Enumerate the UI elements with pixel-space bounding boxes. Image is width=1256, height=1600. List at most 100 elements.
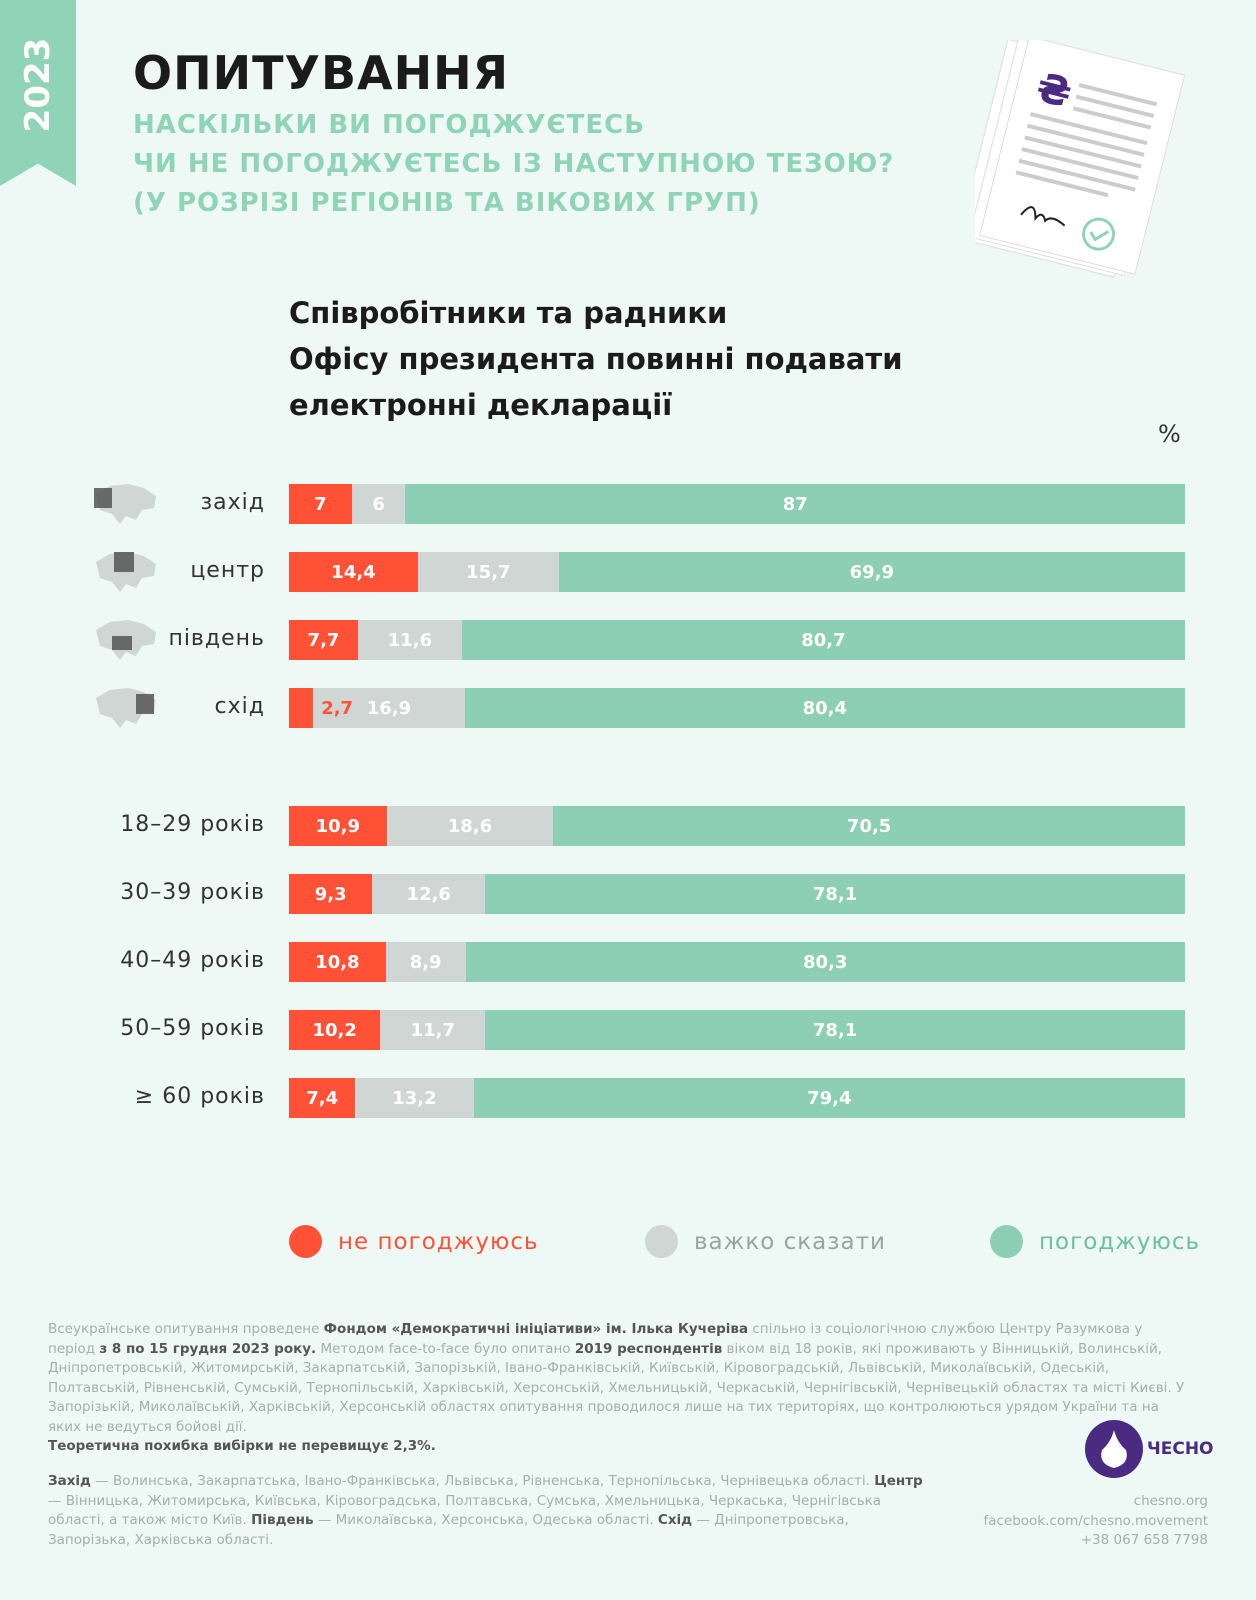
error-margin-note: Теоретична похибка вибірки не перевищує … [48, 1438, 436, 1454]
garlic-logo-icon [1085, 1420, 1143, 1478]
chart-title: Співробітники та радники Офісу президент… [289, 290, 903, 428]
legend-swatch [289, 1225, 322, 1258]
data-label: 87 [782, 493, 808, 515]
bar-segment: 12,6 [372, 874, 486, 914]
data-label: 7,4 [306, 1087, 339, 1109]
bar-segment: 78,1 [485, 1010, 1185, 1050]
bar-segment: 69,9 [558, 552, 1185, 592]
data-label: 7,7 [307, 629, 340, 651]
category-label: 40–49 років [120, 948, 265, 973]
category-label: 18–29 років [120, 812, 265, 837]
category-label: захід [200, 490, 265, 515]
ukraine-map-icon [96, 688, 156, 728]
bar-row: 2,7 16,9 80,4 [289, 688, 1185, 728]
bar-row: 10,2 11,7 78,1 [289, 1010, 1185, 1050]
data-label: 11,6 [387, 629, 433, 651]
bar-segment: 11,7 [380, 1010, 486, 1050]
data-label: 11,7 [410, 1019, 456, 1041]
category-label: схід [214, 694, 265, 719]
bar-row: 7,4 13,2 79,4 [289, 1078, 1185, 1118]
legend-swatch [645, 1225, 678, 1258]
bar-segment: 6 [351, 484, 406, 524]
category-label: ≥ 60 років [134, 1084, 265, 1109]
bar-row: 10,9 18,6 70,5 [289, 806, 1185, 846]
chart-title-line: Співробітники та радники [289, 296, 728, 330]
data-label: 78,1 [812, 883, 858, 905]
bar-segment: 78,1 [485, 874, 1185, 914]
subtitle-line: ЧИ НЕ ПОГОДЖУЄТЕСЬ ІЗ НАСТУПНОЮ ТЕЗОЮ? [133, 149, 895, 179]
year-label: 2023 [18, 37, 58, 133]
unit-label: % [1158, 420, 1181, 448]
subtitle-line: (У РОЗРІЗІ РЕГІОНІВ ТА ВІКОВИХ ГРУП) [133, 188, 761, 218]
data-label: 69,9 [849, 561, 895, 583]
bar-segment: 10,2 [289, 1010, 381, 1050]
bold-text: Фондом «Демократичні ініціативи» ім. Іль… [323, 1321, 749, 1337]
bar-segment: 11,6 [357, 620, 462, 660]
legend-swatch [990, 1225, 1023, 1258]
page-title: ОПИТУВАННЯ [133, 46, 510, 100]
year-ribbon: 2023 [0, 0, 76, 186]
facebook-link[interactable]: facebook.com/chesno.movement [983, 1512, 1208, 1529]
bar-segment: 9,3 [289, 874, 373, 914]
bar-segment: 18,6 [386, 806, 554, 846]
bar-segment: 7,4 [289, 1078, 356, 1118]
bar-segment: 80,3 [465, 942, 1185, 982]
data-label: 12,6 [406, 883, 451, 905]
bold-text: Центр [874, 1473, 923, 1489]
bold-text: Схід [657, 1512, 693, 1528]
bar-segment: 79,4 [473, 1078, 1185, 1118]
data-label: 9,3 [314, 883, 347, 905]
bar-row: 7 6 87 [289, 484, 1185, 524]
bar-row: 10,8 8,9 80,3 [289, 942, 1185, 982]
contacts: chesno.org facebook.com/chesno.movement … [983, 1492, 1208, 1551]
text: віком від 18 років, які проживають у Він… [48, 1340, 1185, 1435]
category-label: 50–59 років [120, 1016, 265, 1041]
text: — Дніпропетровська, Запорізька, Харківсь… [48, 1512, 849, 1548]
phone-number: +38 067 658 7798 [1080, 1532, 1208, 1548]
site-link[interactable]: chesno.org [1133, 1493, 1208, 1509]
document-illustration-icon: ₴ [975, 40, 1186, 278]
text: спільно із соціологічною службою Центру … [48, 1321, 1143, 1357]
data-label: 8,9 [409, 951, 442, 973]
category-label: південь [168, 626, 265, 651]
legend-item: важко сказати [645, 1225, 886, 1258]
bold-text: Захід [48, 1473, 91, 1489]
data-label: 10,9 [315, 815, 361, 837]
text: — Вінницька, Житомирська, Київська, Кіро… [48, 1492, 882, 1529]
data-label: 7 [314, 493, 327, 515]
bar-segment: 10,9 [289, 806, 387, 846]
bold-text: 2019 респондентів [574, 1340, 723, 1357]
subtitle: НАСКІЛЬКИ ВИ ПОГОДЖУЄТЕСЬ ЧИ НЕ ПОГОДЖУЄ… [133, 106, 894, 223]
brand-name: ЧЕСНО [1147, 1439, 1214, 1459]
bar-segment: 16,9 [313, 688, 465, 728]
bar-segment: 7 [289, 484, 352, 524]
bar-segment: 7,7 [289, 620, 358, 660]
legend-label: погоджуюсь [1039, 1228, 1201, 1255]
data-label: 80,7 [801, 629, 846, 651]
data-label: 10,2 [312, 1019, 357, 1041]
data-label: 18,6 [447, 815, 493, 837]
ukraine-map-icon [96, 552, 156, 592]
data-label: 6 [372, 493, 385, 515]
data-label: 79,4 [807, 1087, 852, 1109]
data-label: 13,2 [392, 1087, 437, 1109]
data-label: 15,7 [466, 561, 511, 583]
bar-segment: 2,7 [289, 688, 353, 728]
bar-segment: 87 [405, 484, 1185, 524]
legend-label: важко сказати [694, 1228, 886, 1255]
bar-segment: 10,8 [289, 942, 386, 982]
data-label: 70,5 [846, 815, 892, 837]
chart-title-line: Офісу президента повинні подавати [289, 342, 903, 376]
legend-item: не погоджуюсь [289, 1225, 539, 1258]
regions-note: Захід — Волинська, Закарпатська, Івано-Ф… [48, 1472, 928, 1550]
bar-segment: 80,4 [464, 688, 1185, 728]
bar-segment: 70,5 [553, 806, 1185, 846]
data-label: 16,9 [366, 697, 412, 719]
category-label: 30–39 років [120, 880, 265, 905]
chesno-logo: ЧЕСНО [1085, 1420, 1214, 1478]
bar-row: 14,4 15,7 69,9 [289, 552, 1185, 592]
text: Всеукраїнське опитування проведене [48, 1321, 324, 1337]
data-label: 2,7 [321, 697, 354, 719]
category-label: центр [190, 558, 265, 583]
data-label: 14,4 [331, 561, 376, 583]
